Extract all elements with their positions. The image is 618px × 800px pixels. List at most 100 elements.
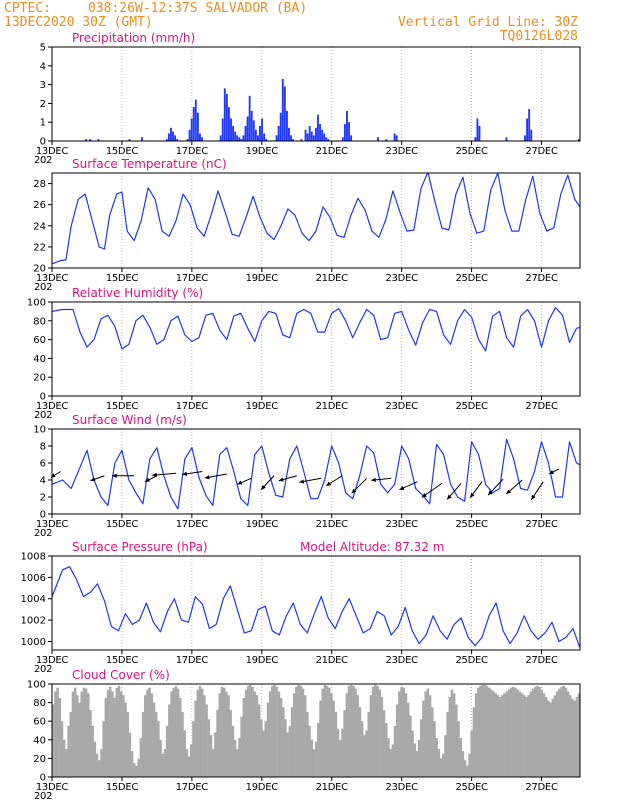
precip-bar [577,139,580,141]
cloud-bar [148,687,151,777]
cloud-bar [113,697,116,777]
cloud-bar [98,760,101,777]
y-tick-label: 6 [40,459,46,470]
cloud-bar [566,691,570,777]
cloud-bar [494,693,498,777]
cloud-bar [292,693,296,777]
wind-arrow-head [182,471,188,476]
cloud-bar [569,695,572,777]
cloud-bar [339,739,342,777]
cloud-bar [170,691,173,777]
precip-bar [201,137,203,141]
cloud-bar [349,684,353,777]
wind-arrow [469,481,483,499]
wind-arrow [182,471,203,476]
cloud-bar [363,735,366,777]
wind-arrow-head [351,488,357,494]
cloud-bar [529,691,533,777]
y-tick-label: 40 [33,735,46,746]
precip-bar [165,139,168,141]
cloud-bar [360,721,364,777]
wind-arrow [421,482,443,498]
precip-bar [300,139,303,141]
y-tick-label: 2 [40,99,46,110]
cloud-bar [336,728,340,777]
cloud-bar [411,730,414,777]
precip-bar [256,135,259,141]
x-tick-label: 17DEC [176,401,209,412]
y-tick-label: 3 [40,80,46,91]
cloud-bar [273,684,276,777]
wind-arrow [351,477,368,494]
cloud-bar [551,698,555,777]
cloud-bar [297,684,300,777]
cloud-bar [218,693,221,777]
precip-bar [192,107,195,141]
cloud-bar [95,753,99,777]
y-tick-label: 8 [40,442,46,453]
y-tick-label: 1004 [21,594,46,605]
cloud-bar [91,725,94,777]
cloud-bar [402,687,406,777]
wind-arrow-head [144,477,150,482]
cloud-bar [544,697,548,777]
x-tick-label: 13DEC [36,401,69,412]
temp-panel: 20 22 24 26 28 13DEC 15DEC 17DEC 19DEC 21DEC 23DEC… [33,157,581,293]
cloud-bar [468,753,471,777]
x-tick-label: 27DEC [525,401,558,412]
cloud-bar [198,685,202,777]
cloud-bar [128,732,132,777]
cloud-bar [474,693,478,777]
cloud-bar [503,693,506,777]
cloud-bar [479,685,482,777]
precip-bar [306,133,309,141]
wind-arrow-head [470,492,475,498]
cloud-bar [76,695,79,777]
cloud-bar [395,704,399,777]
cloud-bar [303,695,307,777]
cloud-bar [161,753,165,777]
cloud-bar [295,686,298,777]
y-tick-label: 0 [40,392,46,403]
x-tick-label: 21DEC [316,273,349,284]
cloud-bar [251,686,254,777]
x-tick-label: 17DEC [176,655,209,666]
cloud-bar [356,695,360,777]
cloud-bar [190,744,193,777]
wind-arrow-head [299,479,305,484]
cloud-bar [242,697,246,777]
cloud-bar [266,702,270,777]
cloud-bar [540,689,544,777]
wind-frame [51,428,581,515]
cloud-bar [520,693,524,777]
precip-bar [275,135,278,141]
cloud-bar [119,691,123,777]
precip-frame [51,46,581,142]
x-sublabel: 202 [34,791,52,800]
cloud-bar [452,693,456,777]
precip-bar [314,127,317,141]
pres-panel: 1000 1002 1004 1006 1008 13DEC 15DEC 17DEC 19DEC… [21,540,581,675]
header-grid-note: Vertical Grid Line: 30Z [398,15,578,30]
cloud-bar [124,702,127,777]
header-init-time: 13DEC2020 30Z (GMT) [4,15,153,30]
cloud-bar [231,725,235,777]
precip-bar [223,88,226,141]
cloud-bar [382,710,386,777]
cloud-bar [387,737,390,777]
precip-bar [279,112,282,141]
cloud-bar [82,687,86,777]
cloud-bar [472,707,476,777]
x-tick-label: 21DEC [316,401,349,412]
x-tick-label: 25DEC [455,401,488,412]
precip-bar [259,125,261,141]
x-tick-label: 21DEC [316,146,349,157]
precip-bar [393,133,396,141]
cloud-bar [369,695,373,777]
precip-bar [225,94,228,141]
wind-arrow-head [447,494,452,500]
x-sublabel: 202 [34,528,52,539]
cloud-bar [487,687,491,777]
y-tick-label: 4 [40,476,46,487]
